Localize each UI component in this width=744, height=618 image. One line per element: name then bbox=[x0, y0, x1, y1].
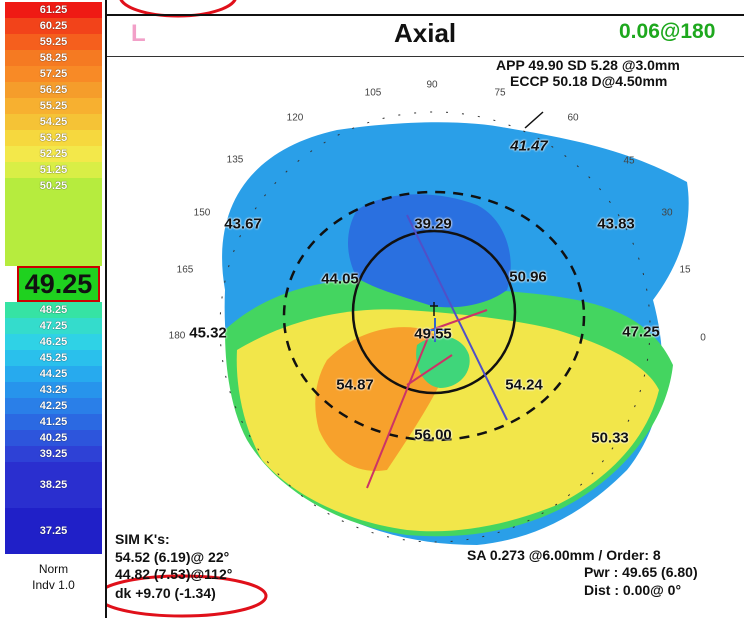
scale-swatch: 45.25 bbox=[5, 350, 102, 366]
k-value: 49.55 bbox=[414, 325, 452, 343]
scale-swatch: 51.25 bbox=[5, 162, 102, 178]
topography-blue-upper bbox=[348, 194, 511, 308]
flat-axis-line-3 bbox=[406, 354, 453, 386]
steep-axis-line bbox=[406, 214, 508, 421]
inner-circle-3mm bbox=[351, 229, 517, 395]
sim-k-label: SIM K's: bbox=[115, 531, 170, 547]
scale-legend-norm: Norm bbox=[38, 562, 69, 576]
scale-swatch: 55.25 bbox=[5, 98, 102, 114]
dist-info: Dist : 0.00@ 0° bbox=[584, 582, 682, 598]
scale-swatch: 58.25 bbox=[5, 50, 102, 66]
k-value: 39.29 bbox=[414, 215, 452, 233]
eye-label: L bbox=[131, 20, 146, 47]
corneal-map bbox=[107, 0, 689, 618]
sim-k-marker-line bbox=[524, 111, 544, 129]
scale-swatch: 60.25 bbox=[5, 18, 102, 34]
eccp-info: ECCP 50.18 D@4.50mm bbox=[510, 73, 668, 89]
scale-swatch: 44.25 bbox=[5, 366, 102, 382]
sim-k2: 44.82 (7.53)@112° bbox=[115, 566, 233, 582]
scale-swatch: 48.25 bbox=[5, 302, 102, 318]
annotation-circle-bottom bbox=[107, 574, 268, 618]
annotation-circle-top bbox=[119, 0, 237, 18]
scale-swatch: 57.25 bbox=[5, 66, 102, 82]
angle-label: 180 bbox=[168, 330, 186, 342]
k-value: 41.47 bbox=[510, 137, 548, 155]
k-value: 54.24 bbox=[505, 376, 543, 394]
scale-swatch: 52.25 bbox=[5, 146, 102, 162]
angle-label: 75 bbox=[494, 87, 506, 99]
color-scale-panel: 61.25 60.25 59.25 58.25 57.25 56.25 55.2… bbox=[0, 0, 107, 618]
k-value: 54.87 bbox=[336, 376, 374, 394]
scale-swatch: 41.25 bbox=[5, 414, 102, 430]
scale-swatch: 40.25 bbox=[5, 430, 102, 446]
scale-swatch: 59.25 bbox=[5, 34, 102, 50]
k-value: 47.25 bbox=[622, 323, 660, 341]
angle-label: 45 bbox=[623, 155, 635, 167]
scale-swatch: 46.25 bbox=[5, 334, 102, 350]
scale-swatch: 39.25 bbox=[5, 446, 102, 462]
map-header: L Axial 0.06@180 bbox=[107, 14, 744, 57]
outer-dashed-ring bbox=[219, 111, 651, 543]
astig-value: 0.06@180 bbox=[619, 20, 716, 43]
k-value: 43.83 bbox=[597, 215, 635, 233]
sim-k1: 54.52 (6.19)@ 22° bbox=[115, 549, 230, 565]
angle-label: 90 bbox=[426, 79, 438, 91]
angle-label: 105 bbox=[364, 87, 382, 99]
k-value: 50.33 bbox=[591, 429, 629, 447]
scale-swatch: 37.25 bbox=[5, 508, 102, 554]
k-value: 44.05 bbox=[321, 270, 359, 288]
scale-swatch: 50.25 bbox=[5, 178, 102, 266]
app-info: APP 49.90 SD 5.28 @3.0mm bbox=[496, 57, 680, 73]
k-value: 50.96 bbox=[509, 268, 547, 286]
angle-label: 15 bbox=[679, 264, 691, 276]
k-value: 45.32 bbox=[189, 324, 227, 342]
scale-swatch: 47.25 bbox=[5, 318, 102, 334]
k-value: 43.67 bbox=[224, 215, 262, 233]
scale-swatch: 53.25 bbox=[5, 130, 102, 146]
scale-swatch: 54.25 bbox=[5, 114, 102, 130]
scale-swatch: 42.25 bbox=[5, 398, 102, 414]
axial-map-panel: L Axial 0.06@180 APP 49.90 SD 5.28 @3.0m… bbox=[107, 0, 744, 618]
angle-label: 120 bbox=[286, 112, 304, 124]
flat-axis-line-2 bbox=[430, 309, 488, 331]
flat-axis-line bbox=[366, 329, 432, 489]
angle-label: 165 bbox=[176, 264, 194, 276]
scale-legend-indv: Indv 1.0 bbox=[32, 578, 75, 592]
angle-label: 60 bbox=[567, 112, 579, 124]
middle-dashed-circle bbox=[282, 190, 586, 442]
angle-label: 135 bbox=[226, 154, 244, 166]
scale-swatch: 43.25 bbox=[5, 382, 102, 398]
map-title: Axial bbox=[394, 18, 457, 48]
sa-info: SA 0.273 @6.00mm / Order: 8 bbox=[467, 547, 661, 563]
scale-swatch: 56.25 bbox=[5, 82, 102, 98]
angle-label: 150 bbox=[193, 207, 211, 219]
k-value: 56.00 bbox=[414, 426, 452, 444]
scale-swatch: 61.25 bbox=[5, 2, 102, 18]
pwr-info: Pwr : 49.65 (6.80) bbox=[584, 564, 698, 580]
topography-orange-zone bbox=[315, 327, 447, 471]
current-scale-value: 49.25 bbox=[17, 266, 100, 302]
angle-label: 0 bbox=[700, 332, 706, 344]
angle-label: 30 bbox=[661, 207, 673, 219]
scale-swatch: 38.25 bbox=[5, 462, 102, 508]
dk-value: dk +9.70 (-1.34) bbox=[115, 585, 216, 601]
